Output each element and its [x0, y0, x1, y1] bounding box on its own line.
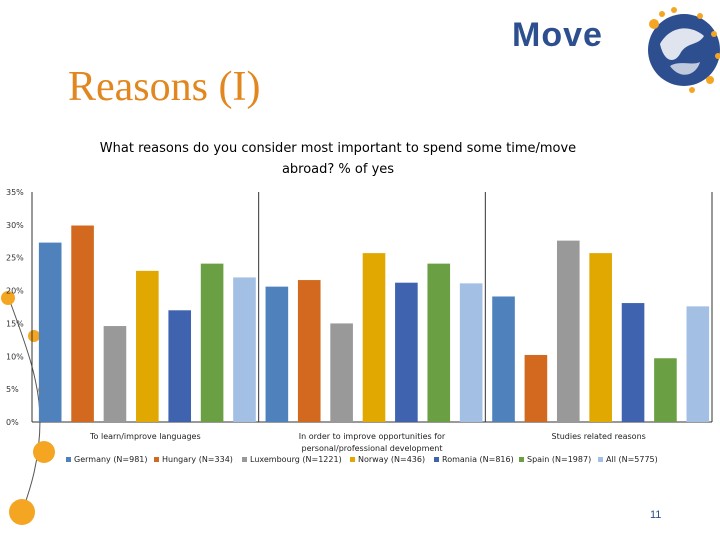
decor-dot	[28, 330, 40, 342]
bar	[621, 303, 645, 422]
legend-swatch	[519, 457, 524, 462]
bar	[589, 253, 612, 422]
bar	[686, 306, 710, 422]
legend-label: Spain (N=1987)	[527, 455, 591, 464]
category-label: In order to improve opportunities for	[299, 432, 446, 441]
legend-swatch	[66, 457, 71, 462]
legend-swatch	[242, 457, 247, 462]
y-tick-label: 10%	[6, 352, 24, 361]
bar	[168, 310, 192, 422]
chart-title-line: abroad? % of yes	[282, 162, 394, 177]
page-number: 11	[650, 509, 662, 521]
bar	[136, 270, 159, 422]
decor-dot	[1, 291, 15, 305]
bar	[492, 296, 515, 422]
bar	[200, 263, 224, 422]
legend-label: Norway (N=436)	[358, 455, 425, 464]
bar	[654, 358, 677, 422]
y-tick-label: 35%	[6, 188, 24, 197]
bar	[233, 277, 256, 422]
logo-text: Move	[512, 16, 603, 54]
y-tick-label: 30%	[6, 221, 24, 230]
bar	[524, 354, 548, 422]
bar	[297, 280, 321, 422]
chart-title-line: What reasons do you consider most import…	[100, 141, 576, 156]
bar	[103, 326, 127, 422]
globe-icon	[648, 7, 720, 93]
legend-swatch	[598, 457, 603, 462]
y-tick-label: 20%	[6, 287, 24, 296]
bar	[330, 323, 353, 422]
bar	[362, 253, 386, 422]
bar	[265, 286, 289, 422]
bar	[71, 225, 94, 422]
legend-swatch	[154, 457, 159, 462]
legend-label: Hungary (N=334)	[162, 455, 233, 464]
legend-swatch	[350, 457, 355, 462]
legend-label: All (N=5775)	[606, 455, 658, 464]
legend-label: Germany (N=981)	[74, 455, 148, 464]
bar	[556, 240, 580, 422]
category-label: personal/professional development	[301, 444, 442, 453]
bar	[38, 242, 62, 422]
y-tick-label: 15%	[6, 319, 24, 328]
bar	[395, 282, 418, 422]
decor-dot	[9, 499, 35, 525]
category-label: Studies related reasons	[552, 432, 646, 441]
y-tick-label: 5%	[6, 385, 19, 394]
bar-chart: What reasons do you consider most import…	[6, 141, 713, 464]
left-decoration	[1, 291, 55, 525]
bar	[427, 263, 451, 422]
legend-label: Romania (N=816)	[442, 455, 514, 464]
slide-title: Reasons (I)	[68, 64, 261, 110]
y-tick-label: 0%	[6, 418, 19, 427]
bar	[459, 283, 483, 422]
legend-swatch	[434, 457, 439, 462]
decor-dot	[33, 441, 55, 463]
legend-label: Luxembourg (N=1221)	[250, 455, 342, 464]
category-label: To learn/improve languages	[89, 432, 201, 441]
y-tick-label: 25%	[6, 254, 24, 263]
move-logo: Move	[512, 6, 720, 94]
